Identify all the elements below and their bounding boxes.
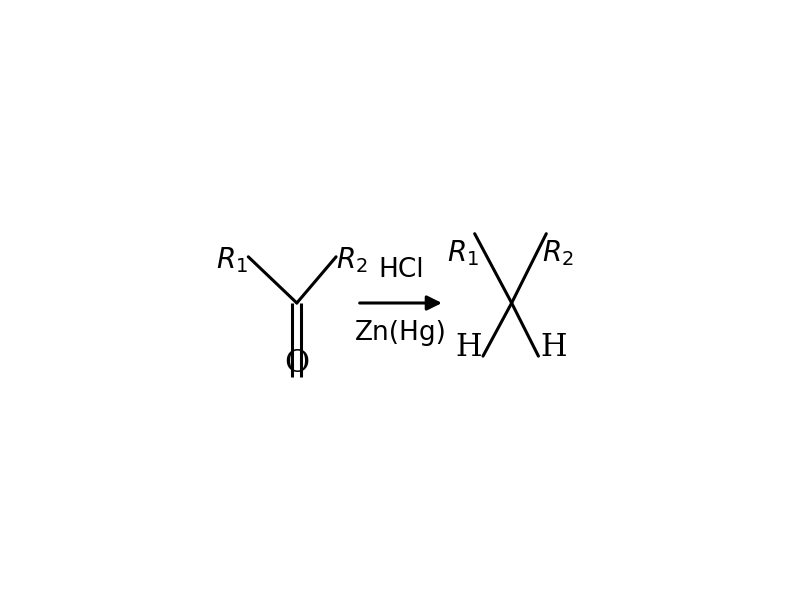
Text: $R_1$: $R_1$ <box>447 238 479 268</box>
Text: $R_2$: $R_2$ <box>542 238 574 268</box>
Text: H: H <box>540 332 566 363</box>
Text: O: O <box>284 348 310 379</box>
Text: Zn(Hg): Zn(Hg) <box>355 320 446 346</box>
Text: $R_2$: $R_2$ <box>337 245 368 275</box>
Text: H: H <box>455 332 482 363</box>
Text: HCl: HCl <box>378 257 423 283</box>
Text: $R_1$: $R_1$ <box>216 245 248 275</box>
